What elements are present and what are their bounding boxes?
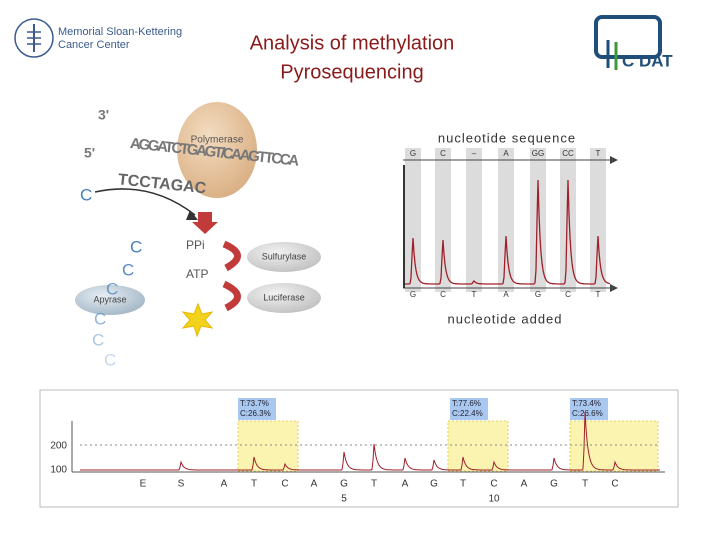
nucleotide: C bbox=[92, 330, 104, 349]
sequence-label: A bbox=[503, 149, 509, 158]
result-label: T:73.7% bbox=[240, 399, 269, 408]
position-label: 5 bbox=[341, 494, 347, 505]
reaction-diagram: Polymerase 3' 5' AGGATCTGAGT/CAAGTTCCA T… bbox=[75, 102, 321, 369]
lane bbox=[560, 148, 576, 292]
dispensation-label: A bbox=[311, 479, 318, 490]
sequence-label: CC bbox=[562, 149, 574, 158]
title: Analysis of methylation bbox=[250, 32, 455, 54]
result-box bbox=[570, 398, 608, 420]
lane bbox=[498, 148, 514, 292]
enzyme-shape bbox=[247, 242, 321, 272]
label: 3' bbox=[98, 107, 109, 123]
added-label: T bbox=[472, 290, 477, 299]
highlight bbox=[237, 420, 299, 472]
sequence-label: – bbox=[472, 149, 477, 158]
result-label: T:73.4% bbox=[572, 399, 601, 408]
result-label: C:26.3% bbox=[240, 409, 271, 418]
added-label: G bbox=[535, 290, 541, 299]
logo-text: Cancer Center bbox=[58, 39, 130, 51]
result-box bbox=[238, 398, 276, 420]
enzyme-shape bbox=[247, 283, 321, 313]
lane bbox=[405, 148, 421, 292]
logo-text: C DAT bbox=[622, 51, 673, 70]
sequence-label: G bbox=[410, 149, 416, 158]
label: PPi bbox=[186, 238, 205, 252]
label: Sulfurylase bbox=[262, 251, 307, 261]
title: Pyrosequencing bbox=[280, 61, 423, 83]
added-label: A bbox=[503, 290, 509, 299]
added-label: G bbox=[410, 290, 416, 299]
added-label: C bbox=[440, 290, 446, 299]
lane bbox=[466, 148, 482, 292]
chromatogram: nucleotide sequence nucleotide added G C –… bbox=[403, 130, 618, 326]
added-label: C bbox=[565, 290, 571, 299]
y-label: 200 bbox=[50, 441, 67, 452]
dispensation-label: G bbox=[340, 479, 348, 490]
pyrogram: 200 100 T:73.7%C:26.3% T:77.6%C:22.4% T:73.4… bbox=[39, 389, 679, 508]
result-box bbox=[450, 398, 488, 420]
logo-right: C DAT bbox=[594, 15, 673, 70]
dispensation-label: A bbox=[402, 479, 409, 490]
arrow bbox=[94, 188, 196, 216]
light-burst bbox=[181, 302, 214, 338]
arrow-head bbox=[610, 156, 618, 164]
dispensation-label: T bbox=[251, 479, 257, 490]
logo-text: Memorial Sloan-Kettering bbox=[58, 26, 182, 38]
dispensation-label: T bbox=[371, 479, 377, 490]
polymerase-shape bbox=[177, 102, 257, 198]
dispensation-label: A bbox=[221, 479, 228, 490]
sequence-label: GG bbox=[532, 149, 544, 158]
position-label: 10 bbox=[488, 494, 500, 505]
lane bbox=[590, 148, 606, 292]
sequence-label: C bbox=[440, 149, 446, 158]
trace bbox=[80, 411, 660, 471]
result-label: C:26.6% bbox=[572, 409, 603, 418]
trace bbox=[405, 179, 611, 285]
arrow bbox=[192, 212, 218, 234]
enzyme-shape bbox=[75, 285, 145, 315]
dispensation-label: C bbox=[611, 479, 618, 490]
dispensation-label: E bbox=[140, 479, 147, 490]
label: 5' bbox=[84, 145, 95, 161]
axis-label: nucleotide added bbox=[447, 311, 562, 326]
result-label: C:22.4% bbox=[452, 409, 483, 418]
arrow bbox=[222, 240, 241, 272]
added-label: T bbox=[596, 290, 601, 299]
nucleotide: C bbox=[94, 309, 106, 328]
sequence-label: T bbox=[596, 149, 601, 158]
highlight bbox=[447, 420, 509, 472]
nucleotide: C bbox=[122, 260, 134, 279]
label: Polymerase bbox=[191, 135, 244, 146]
dispensation-label: C bbox=[490, 479, 497, 490]
dispensation-label: T bbox=[460, 479, 466, 490]
label: ATP bbox=[186, 267, 208, 281]
nucleotide: C bbox=[80, 185, 92, 204]
arrow-head bbox=[186, 210, 198, 220]
result-label: T:77.6% bbox=[452, 399, 481, 408]
label: Luciferase bbox=[263, 292, 305, 302]
dispensation-label: G bbox=[430, 479, 438, 490]
label: Apyrase bbox=[93, 294, 126, 304]
nucleotide: C bbox=[130, 237, 142, 256]
logo-left: Memorial Sloan-Kettering Cancer Center bbox=[14, 18, 182, 58]
arrow-head bbox=[610, 284, 618, 292]
arrow bbox=[222, 280, 241, 312]
dispensation-label: T bbox=[582, 479, 588, 490]
chart-title: nucleotide sequence bbox=[438, 130, 576, 145]
dispensation-label: G bbox=[550, 479, 558, 490]
dispensation-label: C bbox=[281, 479, 288, 490]
y-label: 100 bbox=[50, 465, 67, 476]
nucleotide: C bbox=[106, 279, 118, 298]
dispensation-label: A bbox=[521, 479, 528, 490]
lane bbox=[530, 148, 546, 292]
lane bbox=[435, 148, 451, 292]
dispensation-label: S bbox=[178, 479, 185, 490]
nucleotide: C bbox=[104, 350, 116, 369]
